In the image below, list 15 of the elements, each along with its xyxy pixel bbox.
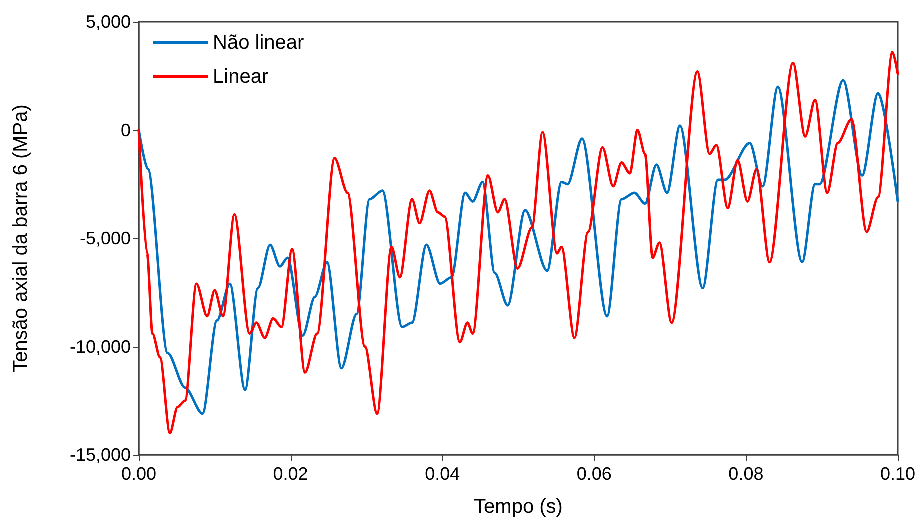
x-tick-label: 0.06	[576, 464, 612, 484]
x-tick-label: 0.10	[880, 464, 916, 484]
y-tick-label: 5,000	[86, 12, 131, 32]
x-tick-label: 0.02	[273, 464, 308, 484]
y-tick-label: 0	[120, 120, 131, 140]
x-tick-label: 0.08	[728, 464, 764, 484]
x-tick-label: 0.00	[121, 464, 157, 484]
x-axis-title: Tempo (s)	[474, 496, 563, 518]
y-axis-title: Tensão axial da barra 6 (MPa)	[10, 104, 32, 372]
y-tick-label: -10,000	[70, 336, 131, 357]
legend-label: Linear	[213, 66, 269, 88]
legend-label: Não linear	[213, 32, 304, 54]
y-tick-label: -15,000	[70, 445, 131, 465]
y-tick-label: -5,000	[80, 228, 131, 248]
x-tick-label: 0.04	[425, 464, 460, 484]
